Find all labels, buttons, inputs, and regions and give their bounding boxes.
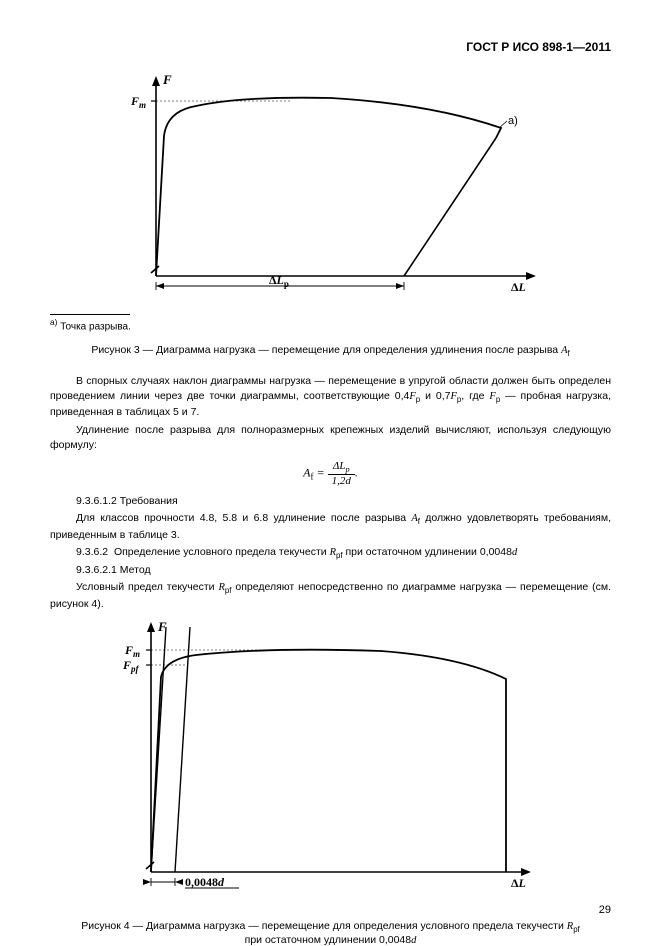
figure-4: F Fm Fpf 0,0048d ΔL — [50, 617, 611, 902]
sec-9-3-6-2: 9.3.6.2 Определение условного предела те… — [50, 546, 611, 560]
fig3-break-label: a) — [508, 115, 518, 127]
fig4-elastic-line — [151, 627, 166, 872]
figure-4-svg: F Fm Fpf 0,0048d ΔL — [111, 617, 551, 897]
footnote-a: a) Точка разрыва. — [50, 317, 611, 332]
paragraph-3: Для классов прочности 4.8, 5.8 и 6.8 удл… — [50, 511, 611, 542]
fig3-y-label: F — [162, 72, 172, 87]
sec-9-3-6-1-2: 9.3.6.1.2 Требования — [50, 495, 611, 507]
fig3-x-label: ΔL — [511, 280, 526, 294]
document-header: ГОСТ Р ИСО 898-1—2011 — [50, 40, 611, 54]
paragraph-2: Удлинение после разрыва для полноразмерн… — [50, 423, 611, 451]
fig3-return-line — [404, 138, 496, 276]
figure-4-caption: Рисунок 4 — Диаграмма нагрузка — перемещ… — [50, 920, 611, 946]
fig3-curve — [156, 98, 501, 276]
paragraph-1: В спорных случаях наклон диаграммы нагру… — [50, 374, 611, 419]
fig4-fpf-label: Fpf — [122, 658, 140, 674]
page-container: ГОСТ Р ИСО 898-1—2011 F Fm a) — [0, 0, 661, 936]
formula-Af: Af = ΔLp 1,2d . — [50, 460, 611, 487]
figure-3: F Fm a) ΔLp ΔL — [50, 66, 611, 306]
fig4-curve — [151, 650, 506, 872]
figure-3-svg: F Fm a) ΔLp ΔL — [101, 66, 561, 301]
fig4-offset-line — [175, 627, 190, 872]
sec-9-3-6-2-1: 9.3.6.2.1 Метод — [50, 564, 611, 576]
figure-3-caption: Рисунок 3 — Диаграмма нагрузка — перемещ… — [50, 344, 611, 358]
fig3-fm-label: Fm — [130, 94, 146, 110]
fig4-x-label: ΔL — [511, 876, 526, 890]
fig4-offset-label: 0,0048d — [185, 875, 225, 889]
fig4-fm-label: Fm — [124, 643, 140, 659]
page-number: 29 — [599, 904, 611, 916]
footnote-rule — [50, 314, 130, 315]
paragraph-4: Условный предел текучести Rpf определяют… — [50, 580, 611, 611]
